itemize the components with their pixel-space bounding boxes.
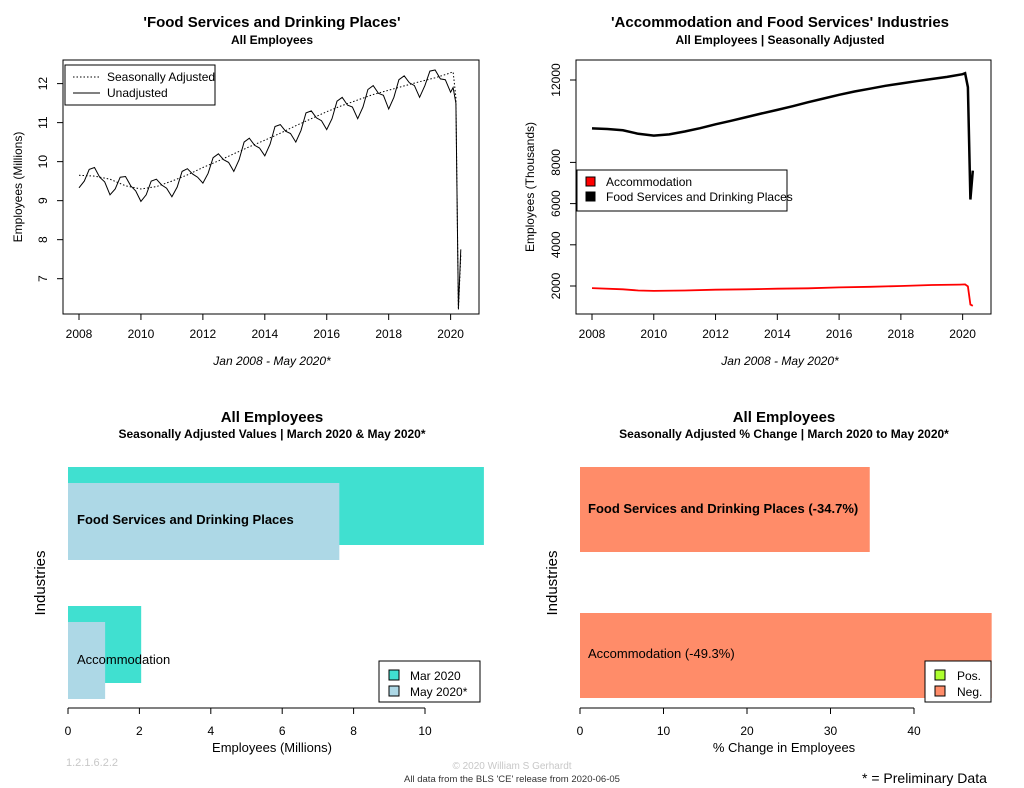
chart4-bar bbox=[580, 467, 870, 552]
chart2-x-tick-label: 2008 bbox=[579, 327, 606, 341]
chart1-x-tick-label: 2018 bbox=[375, 327, 402, 341]
chart4-x-tick-label: 20 bbox=[740, 724, 754, 738]
chart1-x-tick-label: 2016 bbox=[313, 327, 340, 341]
chart1-title: 'Food Services and Drinking Places' bbox=[143, 14, 400, 31]
chart2-legend-label-food-services: Food Services and Drinking Places bbox=[606, 190, 793, 204]
chart1-x-tick-label: 2014 bbox=[251, 327, 278, 341]
chart2-x-tick-label: 2012 bbox=[702, 327, 729, 341]
chart3-legend-swatch-mar-2020 bbox=[388, 669, 400, 681]
chart4-x-axis-label: % Change in Employees bbox=[713, 740, 856, 755]
chart3-x-axis-label: Employees (Millions) bbox=[212, 740, 332, 755]
chart1-x-tick-label: 2020 bbox=[437, 327, 464, 341]
chart3-category-label-food-services: Food Services and Drinking Places bbox=[77, 512, 294, 527]
chart1-x-tick-label: 2010 bbox=[128, 327, 155, 341]
chart2-subtitle: All Employees | Seasonally Adjusted bbox=[676, 33, 885, 47]
chart1-subtitle: All Employees bbox=[231, 33, 313, 47]
chart2-x-axis-label: Jan 2008 - May 2020* bbox=[720, 354, 839, 368]
chart1-y-tick-label: 12 bbox=[36, 77, 50, 91]
chart4-bar bbox=[580, 613, 992, 698]
chart4-x-tick-label: 40 bbox=[907, 724, 921, 738]
chart2-y-tick-label: 6000 bbox=[549, 190, 563, 217]
chart2-x-tick-label: 2016 bbox=[826, 327, 853, 341]
chart1-y-tick-label: 9 bbox=[36, 197, 50, 204]
chart4-legend-swatch-neg bbox=[934, 685, 946, 697]
chart2-series-line-accommodation bbox=[591, 283, 974, 307]
chart2-legend-box bbox=[576, 169, 788, 212]
chart1-x-axis-label: Jan 2008 - May 2020* bbox=[212, 354, 331, 368]
chart4-subtitle: Seasonally Adjusted % Change | March 202… bbox=[619, 427, 949, 441]
chart3-legend-label-may-2020: May 2020* bbox=[410, 685, 468, 699]
chart1-y-tick-label: 10 bbox=[36, 155, 50, 169]
chart2-y-tick-label: 12000 bbox=[549, 63, 563, 97]
chart1-y-axis-label: Employees (Millions) bbox=[11, 132, 25, 243]
chart2-y-axis-label: Employees (Thousands) bbox=[523, 122, 537, 252]
chart3-bar-may-2020 bbox=[68, 483, 340, 560]
chart3-x-tick-label: 4 bbox=[207, 724, 214, 738]
chart3-y-axis-label: Industries bbox=[32, 550, 49, 615]
source-label: All data from the BLS 'CE' release from … bbox=[404, 774, 620, 785]
version-label: 1.2.1.6.2.2 bbox=[66, 757, 118, 769]
chart4-legend-label-neg: Neg. bbox=[957, 685, 982, 699]
chart4-x-tick-label: 30 bbox=[824, 724, 838, 738]
chart3-x-tick-label: 6 bbox=[279, 724, 286, 738]
chart1-x-tick-label: 2008 bbox=[66, 327, 93, 341]
chart1-legend-label-unadjusted: Unadjusted bbox=[107, 86, 168, 100]
chart2-x-tick-label: 2010 bbox=[640, 327, 667, 341]
chart2-y-tick-label: 8000 bbox=[549, 149, 563, 176]
chart2-x-tick-label: 2018 bbox=[888, 327, 915, 341]
chart3-title: All Employees bbox=[221, 409, 324, 426]
chart1-series-line-unadjusted bbox=[78, 69, 462, 309]
preliminary-note: * = Preliminary Data bbox=[862, 770, 987, 786]
chart2-legend-swatch-food-services bbox=[585, 191, 596, 202]
chart2-plot-frame bbox=[575, 59, 992, 315]
chart4-bar-label-accommodation: Accommodation (-49.3%) bbox=[588, 646, 735, 661]
chart1-y-tick-label: 8 bbox=[36, 236, 50, 243]
chart2-series-line-food-services bbox=[591, 71, 975, 200]
chart3-legend-swatch-may-2020 bbox=[388, 685, 400, 697]
chart2-title: 'Accommodation and Food Services' Indust… bbox=[611, 14, 949, 31]
chart3-x-tick-label: 10 bbox=[418, 724, 432, 738]
chart3-bar-may-2020 bbox=[68, 622, 106, 699]
chart2-x-tick-label: 2014 bbox=[764, 327, 791, 341]
chart4-legend-label-pos: Pos. bbox=[957, 669, 981, 683]
chart1-plot-frame bbox=[62, 59, 480, 315]
chart1-y-tick-label: 11 bbox=[36, 116, 50, 129]
chart3-x-tick-label: 8 bbox=[350, 724, 357, 738]
chart3-subtitle: Seasonally Adjusted Values | March 2020 … bbox=[118, 427, 425, 441]
chart3-x-tick-label: 0 bbox=[65, 724, 72, 738]
chart2-y-tick-label: 2000 bbox=[549, 272, 563, 299]
chart1-legend-label-seasonally-adjusted: Seasonally Adjusted bbox=[107, 70, 215, 84]
chart1-series-line-seasonally-adjusted bbox=[78, 71, 462, 310]
chart4-title: All Employees bbox=[733, 409, 836, 426]
chart4-x-tick-label: 0 bbox=[577, 724, 584, 738]
chart2-legend-label-accommodation: Accommodation bbox=[606, 175, 692, 189]
chart4-legend-swatch-pos bbox=[934, 669, 946, 681]
copyright-label: © 2020 William S Gerhardt bbox=[452, 761, 572, 772]
chart1-legend-box bbox=[64, 64, 216, 106]
chart4-y-axis-label: Industries bbox=[544, 550, 561, 615]
chart1-y-tick-label: 7 bbox=[36, 275, 50, 282]
chart1-x-tick-label: 2012 bbox=[190, 327, 217, 341]
chart2-x-tick-label: 2020 bbox=[949, 327, 976, 341]
chart3-x-tick-label: 2 bbox=[136, 724, 143, 738]
chart2-legend-swatch-accommodation bbox=[585, 176, 596, 187]
chart3-legend-label-mar-2020: Mar 2020 bbox=[410, 669, 461, 683]
chart2-y-tick-label: 4000 bbox=[549, 231, 563, 258]
chart4-x-tick-label: 10 bbox=[657, 724, 671, 738]
chart3-category-label-accommodation: Accommodation bbox=[77, 652, 170, 667]
chart4-bar-label-food-services: Food Services and Drinking Places (-34.7… bbox=[588, 501, 858, 516]
